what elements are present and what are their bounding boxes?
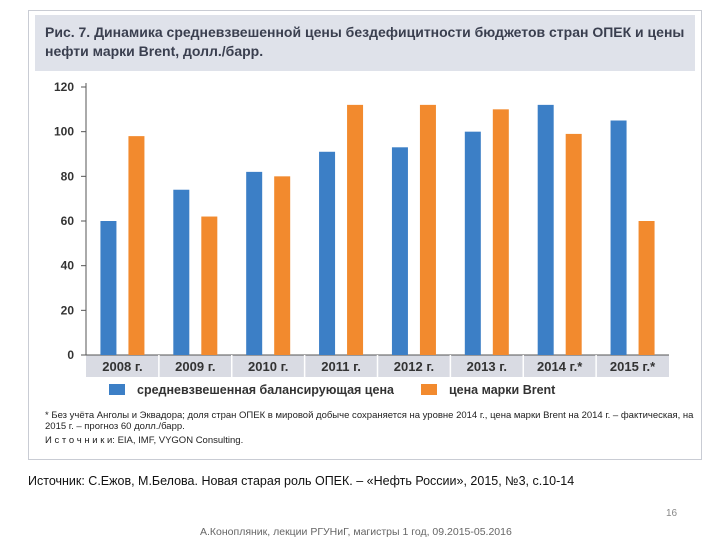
balance-price-bar	[246, 171, 263, 355]
x-tick-label: 2010 г.	[248, 359, 288, 374]
x-tick-label: 2008 г.	[102, 359, 142, 374]
y-tick-label: 60	[61, 214, 75, 228]
balance-price-bar	[319, 151, 336, 355]
y-tick-label: 20	[61, 303, 75, 317]
balance-price-bar	[100, 221, 117, 355]
x-tick-label: 2011 г.	[321, 359, 361, 374]
legend-swatch	[109, 384, 125, 395]
brent-price-bar	[201, 216, 218, 355]
brent-price-bar	[492, 109, 509, 355]
y-tick-label: 40	[61, 259, 75, 273]
balance-price-bar	[537, 104, 554, 355]
brent-price-bar	[128, 136, 145, 355]
figure-title: Рис. 7. Динамика средневзвешенной цены б…	[35, 15, 695, 71]
brent-price-bar	[419, 104, 436, 355]
x-tick-label: 2015 г.*	[610, 359, 656, 374]
brent-price-bar	[638, 221, 655, 355]
brent-price-bar	[347, 104, 364, 355]
brent-price-bar	[565, 133, 582, 355]
page-number: 16	[666, 508, 678, 519]
y-tick-label: 100	[54, 125, 74, 139]
x-tick-label: 2014 г.*	[537, 359, 583, 374]
balance-price-bar	[173, 189, 190, 355]
y-tick-label: 120	[54, 80, 74, 94]
x-tick-label: 2009 г.	[175, 359, 215, 374]
lecture-footer: А.Конопляник, лекции РГУНиГ, магистры 1 …	[200, 526, 512, 538]
figure-panel: Рис. 7. Динамика средневзвешенной цены б…	[28, 10, 702, 460]
legend-label: средневзвешенная балансирующая цена	[137, 383, 395, 397]
y-tick-label: 0	[67, 348, 74, 362]
x-tick-label: 2012 г.	[394, 359, 434, 374]
sources-note: И с т о ч н и к и: EIA, IMF, VYGON Consu…	[45, 435, 244, 446]
brent-price-bar	[274, 176, 291, 355]
balance-price-bar	[464, 131, 481, 355]
footnote: * Без учёта Анголы и Эквадора; доля стра…	[45, 410, 694, 432]
balance-price-bar	[610, 120, 627, 355]
source-citation: Источник: С.Ежов, М.Белова. Новая старая…	[28, 474, 575, 488]
legend-label: цена марки Brent	[449, 383, 556, 397]
balance-price-bar	[391, 147, 408, 355]
legend-swatch	[421, 384, 437, 395]
x-tick-label: 2013 г.	[467, 359, 507, 374]
bar-chart: 0 20 40 60 80 100 120 2008 г. 2009 г. 2010 г. 2011…	[54, 80, 669, 397]
y-tick-label: 80	[61, 169, 75, 183]
